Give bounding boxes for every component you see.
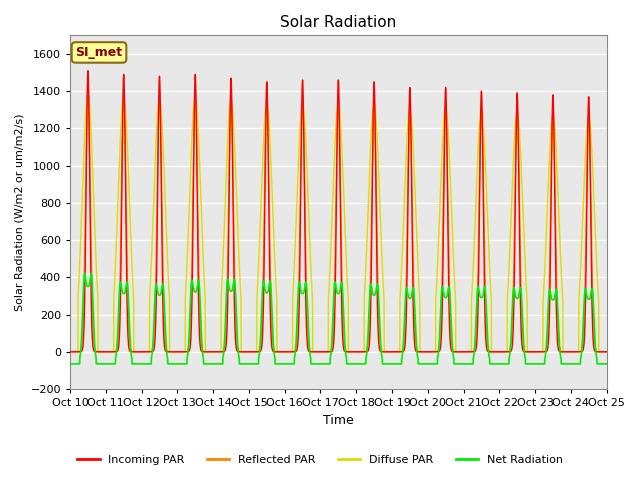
Y-axis label: Solar Radiation (W/m2 or um/m2/s): Solar Radiation (W/m2 or um/m2/s) <box>15 113 25 311</box>
Legend: Incoming PAR, Reflected PAR, Diffuse PAR, Net Radiation: Incoming PAR, Reflected PAR, Diffuse PAR… <box>73 451 567 469</box>
Title: Solar Radiation: Solar Radiation <box>280 15 396 30</box>
Text: SI_met: SI_met <box>76 46 123 59</box>
X-axis label: Time: Time <box>323 414 354 427</box>
